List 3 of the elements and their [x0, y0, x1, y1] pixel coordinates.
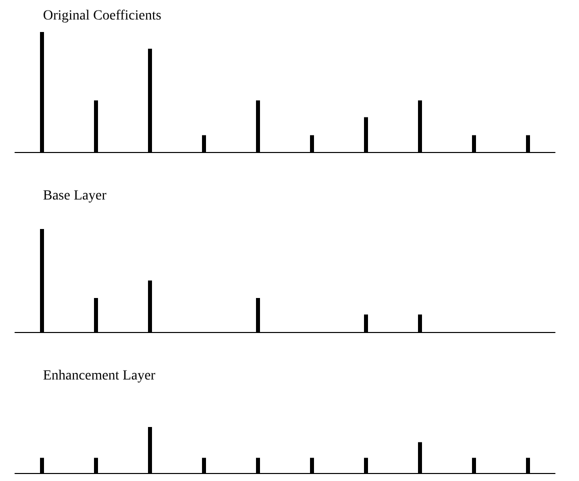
chart-title: Base Layer [43, 188, 107, 204]
chart-title: Enhancement Layer [43, 368, 156, 384]
chart-title: Original Coefficients [43, 8, 162, 24]
